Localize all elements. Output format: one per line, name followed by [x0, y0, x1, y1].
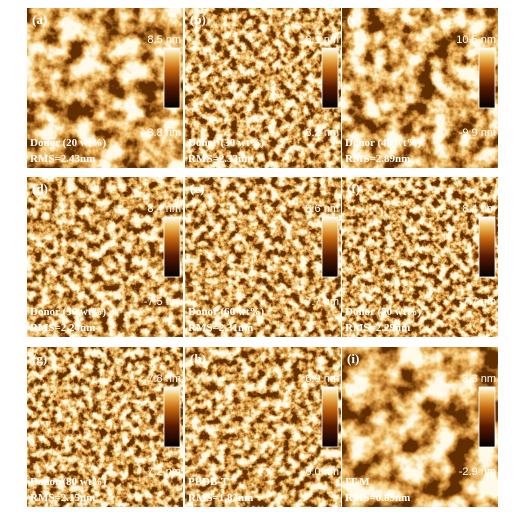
- rms-value: RMS=2.89nm: [345, 153, 410, 165]
- colorbar-max: 8.4 nm: [147, 203, 181, 215]
- afm-image: [185, 347, 341, 507]
- colorbar-max: 8.4 nm: [462, 203, 496, 215]
- rms-value: RMS=1.82nm: [188, 492, 253, 504]
- rms-value: RMS=2.15nm: [30, 492, 95, 504]
- colorbar-min: -7.7 nm: [459, 296, 496, 308]
- colorbar-min: -9.9 nm: [459, 127, 496, 139]
- sample-name: IT-M: [345, 476, 370, 488]
- colorbar: [478, 47, 496, 109]
- panel-label: (d): [32, 181, 48, 196]
- colorbar-min: -7.5 nm: [144, 296, 181, 308]
- afm-image: [342, 177, 498, 337]
- afm-panel: (a) 8.5 nm -8.8 nm Donor (20 wt%) RMS=2.43nm: [27, 8, 183, 168]
- panel-label: (i): [347, 351, 359, 366]
- afm-image: [342, 347, 498, 507]
- colorbar: [163, 47, 181, 109]
- rms-value: RMS=2.29nm: [345, 322, 410, 334]
- colorbar-max: 6.9 nm: [305, 373, 339, 385]
- rms-value: RMS=0.89nm: [345, 492, 410, 504]
- panel-label: (f): [347, 181, 360, 196]
- afm-panel: (e) 8.6 nm -7.7 nm Donor (60 wt%) RMS=2.31nm: [185, 177, 341, 337]
- colorbar: [478, 216, 496, 278]
- colorbar-min: -6.0 nm: [302, 466, 339, 478]
- afm-image: [27, 177, 183, 337]
- sample-name: Donor (20 wt%): [30, 137, 107, 149]
- colorbar-min: -8.8 nm: [144, 127, 181, 139]
- afm-image: [27, 8, 183, 168]
- sample-name: Donor (30 wt%): [188, 137, 265, 149]
- afm-image: [27, 347, 183, 507]
- afm-panel: (g) 7.8 nm -7.2 nm Donor (80 wt%) RMS=2.15nm: [27, 347, 183, 507]
- panel-label: (c): [347, 12, 361, 27]
- afm-panel: (f) 8.4 nm -7.7 nm Donor (70 wt%) RMS=2.29nm: [342, 177, 498, 337]
- afm-image: [185, 8, 341, 168]
- colorbar: [163, 386, 181, 448]
- rms-value: RMS=2.31nm: [188, 322, 253, 334]
- rms-value: RMS=2.24nm: [30, 322, 95, 334]
- colorbar-max: 10.5 nm: [456, 34, 496, 46]
- sample-name: Donor (40 wt%): [345, 137, 422, 149]
- panel-label: (b): [190, 12, 206, 27]
- colorbar-max: 8.5 nm: [147, 34, 181, 46]
- colorbar-min: -2.9 nm: [459, 466, 496, 478]
- sample-name: Donor (60 wt%): [188, 306, 265, 318]
- afm-image: [342, 8, 498, 168]
- sample-name: Donor (80 wt%): [30, 476, 107, 488]
- panel-label: (g): [32, 351, 47, 366]
- colorbar: [321, 47, 339, 109]
- afm-panel: (i) 3.3 nm -2.9 nm IT-M RMS=0.89nm: [342, 347, 498, 507]
- colorbar: [478, 386, 496, 448]
- afm-panel: (h) 6.9 nm -6.0 nm PBDB-T RMS=1.82nm: [185, 347, 341, 507]
- rms-value: RMS=2.33nm: [188, 153, 253, 165]
- afm-panel: (c) 10.5 nm -9.9 nm Donor (40 wt%) RMS=2.89n…: [342, 8, 498, 168]
- panel-label: (a): [32, 12, 47, 27]
- colorbar-min: -8.2 nm: [302, 127, 339, 139]
- colorbar: [321, 386, 339, 448]
- sample-name: Donor (70 wt%): [345, 306, 422, 318]
- colorbar-max: 8.6 nm: [305, 203, 339, 215]
- colorbar-max: 3.3 nm: [462, 373, 496, 385]
- sample-name: Donor (50 wt%): [30, 306, 107, 318]
- afm-panel: (d) 8.4 nm -7.5 nm Donor (50 wt%) RMS=2.24nm: [27, 177, 183, 337]
- rms-value: RMS=2.43nm: [30, 153, 95, 165]
- sample-name: PBDB-T: [188, 476, 229, 488]
- colorbar-max: 8.1 nm: [305, 34, 339, 46]
- colorbar-min: -7.2 nm: [144, 466, 181, 478]
- panel-label: (h): [190, 351, 206, 366]
- panel-label: (e): [190, 181, 204, 196]
- afm-panel: (b) 8.1 nm -8.2 nm Donor (30 wt%) RMS=2.33nm: [185, 8, 341, 168]
- colorbar-min: -7.7 nm: [302, 296, 339, 308]
- colorbar: [321, 216, 339, 278]
- colorbar: [163, 216, 181, 278]
- colorbar-max: 7.8 nm: [147, 373, 181, 385]
- afm-image: [185, 177, 341, 337]
